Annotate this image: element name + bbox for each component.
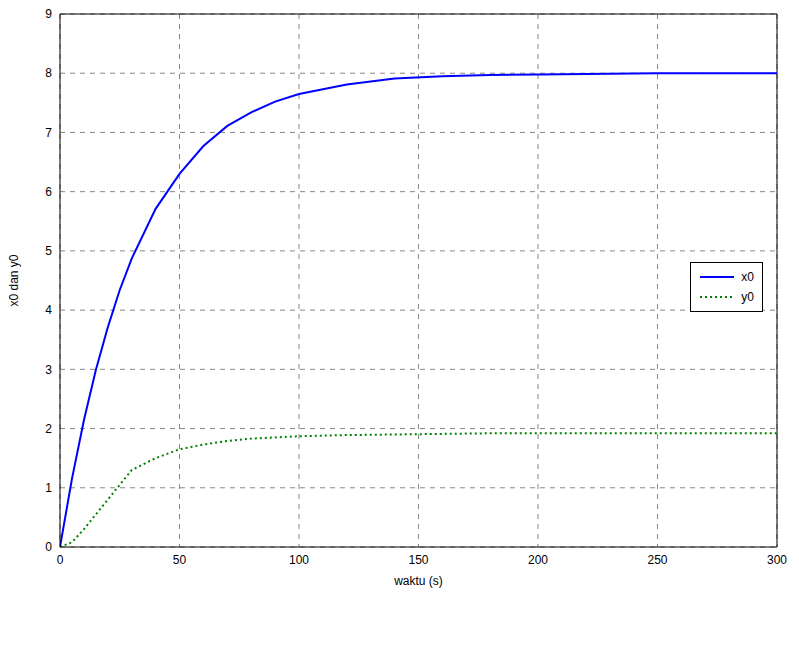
svg-text:7: 7: [45, 126, 52, 140]
svg-text:4: 4: [45, 303, 52, 317]
svg-text:200: 200: [528, 553, 548, 567]
svg-text:x0 dan y0: x0 dan y0: [7, 254, 21, 306]
html-text:y0: y0: [741, 290, 754, 304]
svg-text:2: 2: [45, 422, 52, 436]
svg-text:250: 250: [647, 553, 667, 567]
svg-text:5: 5: [45, 244, 52, 258]
svg-text:150: 150: [408, 553, 428, 567]
svg-text:0: 0: [45, 540, 52, 554]
svg-text:0: 0: [57, 553, 64, 567]
svg-text:1: 1: [45, 481, 52, 495]
svg-text:300: 300: [767, 553, 787, 567]
svg-text:waktu (s): waktu (s): [393, 574, 443, 588]
svg-text:50: 50: [173, 553, 187, 567]
svg-text:100: 100: [289, 553, 309, 567]
html-text:x0: x0: [741, 270, 754, 284]
svg-text:8: 8: [45, 66, 52, 80]
svg-text:3: 3: [45, 363, 52, 377]
svg-text:6: 6: [45, 185, 52, 199]
svg-text:9: 9: [45, 7, 52, 21]
